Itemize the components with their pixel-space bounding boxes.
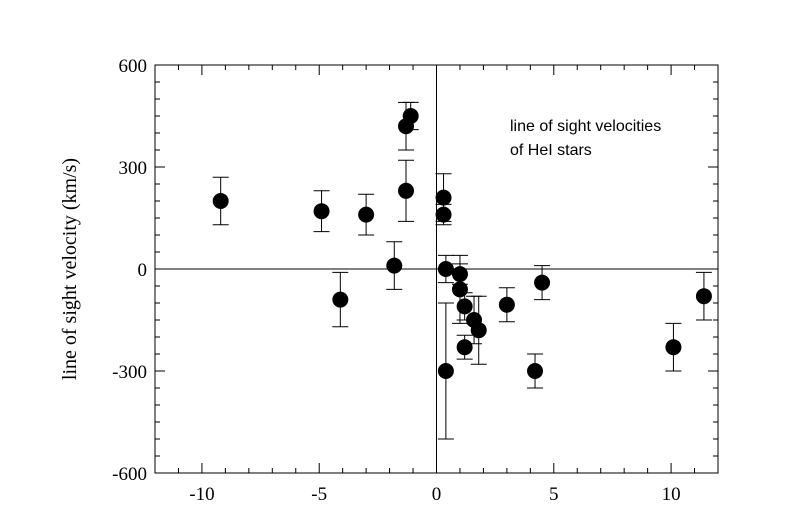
- data-point: [665, 339, 682, 356]
- x-tick-label: 5: [549, 484, 559, 505]
- data-point: [437, 261, 454, 277]
- axis-ticks: [154, 64, 719, 474]
- x-tick-label: 0: [432, 484, 442, 505]
- annotation-line-2: of HeI stars: [510, 142, 592, 159]
- data-point: [534, 274, 551, 291]
- x-tick-label: -10: [189, 484, 214, 505]
- y-tick-label: -600: [112, 464, 147, 485]
- data-points: [212, 108, 712, 379]
- y-tick-label: 600: [119, 56, 148, 77]
- data-point: [451, 266, 468, 283]
- data-point: [358, 206, 375, 223]
- y-axis-label: line of sight velocity (km/s): [59, 158, 81, 380]
- data-point: [435, 189, 452, 206]
- annotation-line-1: line of sight velocities: [510, 118, 661, 135]
- data-point: [435, 206, 452, 223]
- y-tick-label: -300: [112, 362, 147, 383]
- tick-labels: -10 -5 0 5 10 -600 -300 0 300 600: [112, 56, 680, 505]
- data-point: [332, 291, 349, 308]
- data-point: [386, 257, 403, 274]
- data-point: [527, 363, 544, 379]
- data-point: [402, 108, 419, 124]
- data-point: [498, 296, 515, 313]
- y-tick-label: 300: [119, 158, 148, 179]
- x-tick-label: -5: [311, 484, 327, 505]
- y-tick-label: 0: [138, 260, 148, 281]
- zero-lines: [155, 65, 718, 473]
- data-point: [451, 281, 468, 298]
- x-tick-label: 10: [662, 484, 681, 505]
- data-point: [212, 193, 229, 209]
- data-point: [456, 298, 473, 315]
- data-point: [313, 203, 330, 220]
- data-point: [398, 182, 415, 199]
- data-point: [470, 322, 487, 339]
- data-point: [456, 339, 473, 356]
- data-point: [695, 288, 712, 305]
- data-point: [437, 363, 454, 379]
